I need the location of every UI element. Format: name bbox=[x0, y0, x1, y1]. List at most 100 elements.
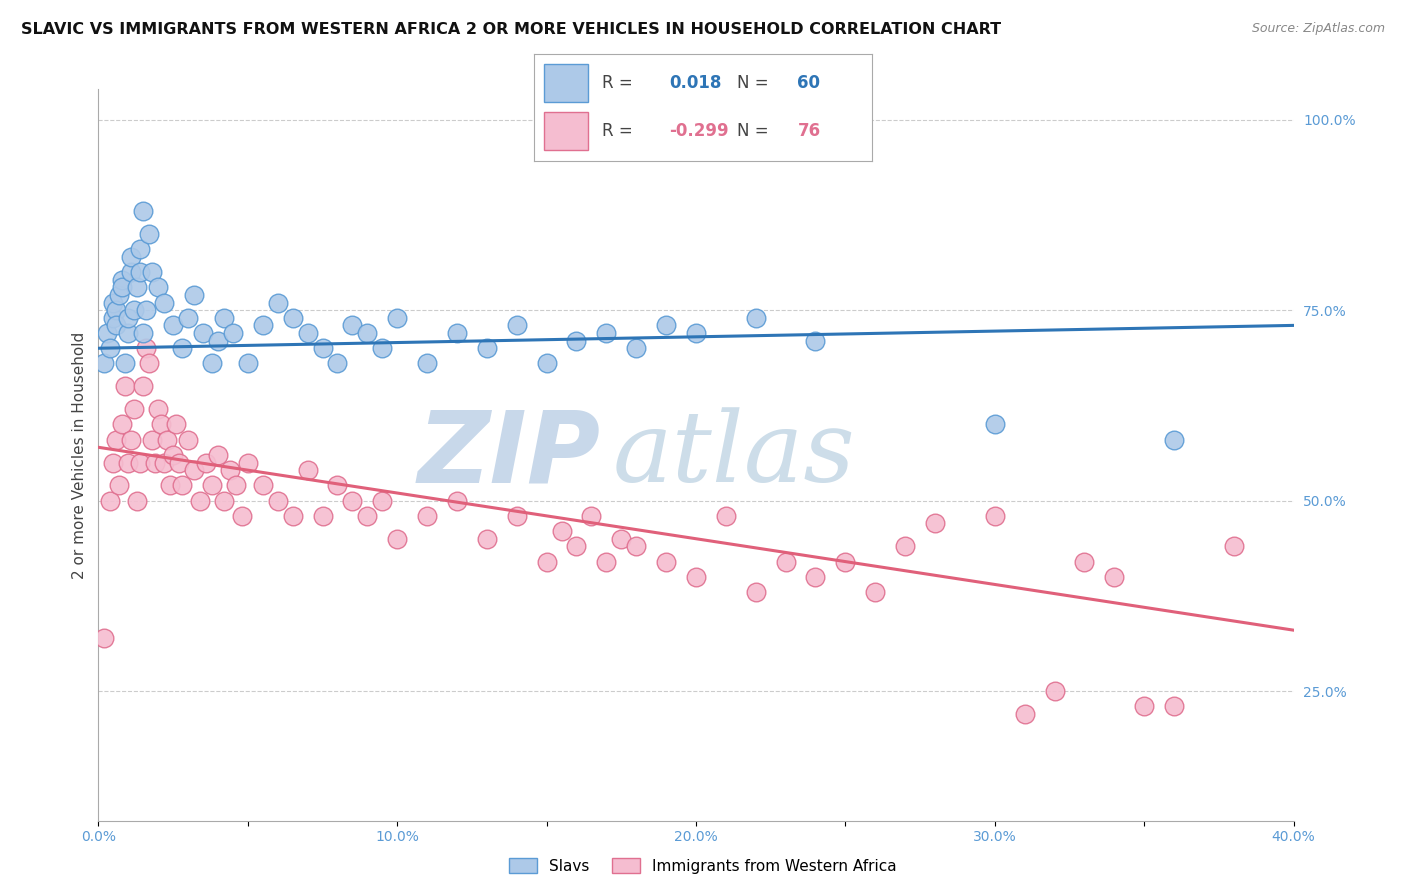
Point bbox=[231, 508, 253, 523]
Point bbox=[252, 318, 274, 333]
Point bbox=[129, 456, 152, 470]
Point bbox=[385, 310, 409, 325]
Bar bbox=[544, 112, 588, 150]
Point bbox=[252, 478, 274, 492]
Point bbox=[1133, 699, 1156, 714]
Point bbox=[626, 341, 648, 355]
Point bbox=[120, 433, 142, 447]
Point bbox=[207, 334, 229, 348]
Point bbox=[236, 356, 259, 371]
Point bbox=[150, 417, 173, 432]
Point bbox=[342, 318, 364, 333]
Point bbox=[506, 508, 529, 523]
Point bbox=[201, 478, 224, 492]
Point bbox=[1073, 555, 1095, 569]
Point bbox=[96, 326, 118, 340]
Point bbox=[108, 288, 131, 302]
Point bbox=[222, 326, 245, 340]
Point bbox=[105, 303, 128, 318]
Point bbox=[626, 539, 648, 553]
Text: R =: R = bbox=[602, 74, 638, 92]
Point bbox=[565, 334, 588, 348]
Point bbox=[191, 326, 214, 340]
Point bbox=[129, 242, 152, 256]
Point bbox=[446, 493, 468, 508]
Point bbox=[153, 456, 176, 470]
Point bbox=[135, 341, 157, 355]
Point bbox=[865, 585, 887, 599]
Point bbox=[267, 295, 290, 310]
Point bbox=[297, 326, 319, 340]
Point bbox=[506, 318, 529, 333]
Point bbox=[267, 493, 290, 508]
Point bbox=[416, 356, 439, 371]
Point bbox=[127, 493, 149, 508]
Point bbox=[685, 570, 707, 584]
Point bbox=[138, 227, 160, 241]
Point bbox=[156, 433, 179, 447]
Point bbox=[124, 402, 146, 417]
Point bbox=[162, 448, 184, 462]
Point bbox=[311, 508, 333, 523]
Point bbox=[225, 478, 247, 492]
Point bbox=[103, 310, 125, 325]
Text: Source: ZipAtlas.com: Source: ZipAtlas.com bbox=[1251, 22, 1385, 36]
Point bbox=[124, 303, 146, 318]
Point bbox=[356, 508, 378, 523]
Point bbox=[153, 295, 176, 310]
Point bbox=[103, 295, 125, 310]
Point bbox=[93, 631, 115, 645]
Point bbox=[117, 310, 139, 325]
Point bbox=[207, 448, 229, 462]
Point bbox=[183, 288, 205, 302]
Point bbox=[416, 508, 439, 523]
Point bbox=[141, 433, 163, 447]
Text: N =: N = bbox=[737, 74, 773, 92]
Point bbox=[984, 417, 1007, 432]
Point bbox=[177, 433, 200, 447]
Point bbox=[117, 456, 139, 470]
Point bbox=[655, 555, 678, 569]
Point bbox=[745, 585, 768, 599]
Point bbox=[550, 524, 572, 538]
Point bbox=[132, 379, 155, 393]
Point bbox=[148, 280, 170, 294]
Point bbox=[281, 310, 304, 325]
Point bbox=[924, 516, 946, 531]
Point bbox=[984, 508, 1007, 523]
Point bbox=[105, 433, 128, 447]
Legend: Slavs, Immigrants from Western Africa: Slavs, Immigrants from Western Africa bbox=[503, 852, 903, 880]
Point bbox=[1163, 433, 1185, 447]
Point bbox=[183, 463, 205, 477]
Point bbox=[685, 326, 707, 340]
Point bbox=[610, 532, 633, 546]
Point bbox=[297, 463, 319, 477]
Point bbox=[167, 456, 190, 470]
Point bbox=[356, 326, 378, 340]
Text: -0.299: -0.299 bbox=[669, 122, 728, 140]
Point bbox=[385, 532, 409, 546]
Point bbox=[120, 265, 142, 279]
Point bbox=[114, 379, 136, 393]
Point bbox=[165, 417, 187, 432]
Point bbox=[1014, 706, 1036, 721]
Point bbox=[1223, 539, 1246, 553]
Point bbox=[581, 508, 603, 523]
Text: 0.018: 0.018 bbox=[669, 74, 721, 92]
Point bbox=[138, 356, 160, 371]
Point bbox=[595, 326, 617, 340]
Point bbox=[894, 539, 917, 553]
Bar bbox=[544, 64, 588, 102]
Point bbox=[141, 265, 163, 279]
Text: ZIP: ZIP bbox=[418, 407, 600, 503]
Y-axis label: 2 or more Vehicles in Household: 2 or more Vehicles in Household bbox=[72, 331, 87, 579]
Point bbox=[804, 570, 827, 584]
Point bbox=[143, 456, 166, 470]
Point bbox=[172, 478, 194, 492]
Point bbox=[159, 478, 181, 492]
Point bbox=[103, 456, 125, 470]
Point bbox=[172, 341, 194, 355]
Text: 60: 60 bbox=[797, 74, 821, 92]
Point bbox=[135, 303, 157, 318]
Point bbox=[188, 493, 211, 508]
